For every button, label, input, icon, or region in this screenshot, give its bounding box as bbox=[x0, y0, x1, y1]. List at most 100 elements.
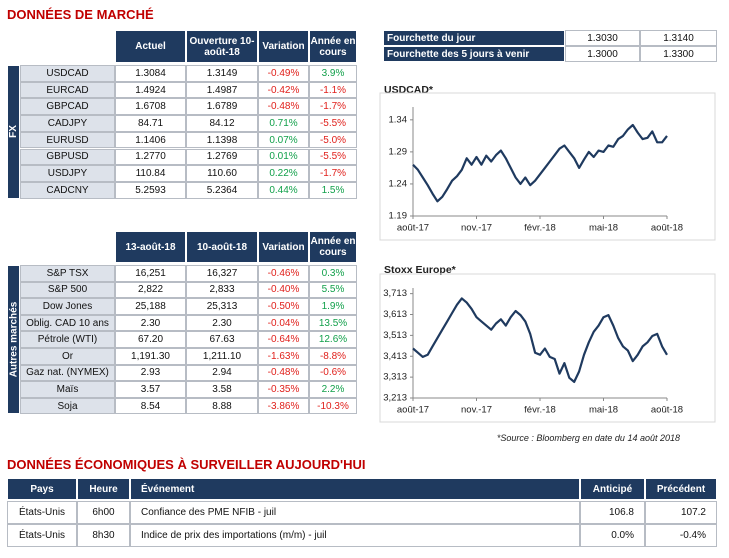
table-cell: 1.4987 bbox=[186, 81, 258, 99]
table-cell: 8h30 bbox=[77, 524, 130, 547]
column-header: Année en cours bbox=[309, 30, 357, 63]
table-cell: 0.44% bbox=[258, 181, 309, 199]
column-header: Variation bbox=[258, 231, 309, 263]
x-tick-label: août-17 bbox=[397, 223, 429, 234]
chart-frame bbox=[379, 92, 716, 241]
table-cell: -0.64% bbox=[258, 331, 309, 348]
column-header: 10-août-18 bbox=[186, 231, 258, 263]
x-tick-label: févr.-18 bbox=[524, 405, 556, 416]
table-cell: 1.6708 bbox=[115, 98, 186, 116]
table-cell: 1.9% bbox=[309, 298, 357, 315]
table-cell: -5.5% bbox=[309, 148, 357, 166]
x-tick-label: mai-18 bbox=[589, 405, 618, 416]
table-cell: 2,822 bbox=[115, 281, 186, 299]
table-cell: -5.0% bbox=[309, 131, 357, 149]
y-tick-label: 3,413 bbox=[383, 351, 407, 362]
x-tick-label: févr.-18 bbox=[524, 223, 556, 234]
column-header: Heure bbox=[77, 478, 130, 500]
table-cell: Indice de prix des importations (m/m) - … bbox=[130, 524, 580, 547]
table-cell: -0.35% bbox=[258, 381, 309, 398]
table-cell: États-Unis bbox=[7, 501, 77, 524]
table-cell: 1.3149 bbox=[186, 65, 258, 82]
x-tick-label: août-18 bbox=[651, 405, 683, 416]
table-cell: 8.54 bbox=[115, 397, 186, 415]
table-cell: 110.60 bbox=[186, 165, 258, 182]
table-cell: 1.3084 bbox=[115, 65, 186, 82]
table-cell: 0.3% bbox=[309, 265, 357, 282]
section-title: DONNÉES DE MARCHÉ bbox=[7, 7, 154, 22]
table-cell: 0.01% bbox=[258, 148, 309, 166]
table-cell: 3.9% bbox=[309, 65, 357, 82]
table-cell: -0.40% bbox=[258, 281, 309, 299]
row-label: Fourchette du jour bbox=[383, 30, 565, 46]
row-label: CADCNY bbox=[20, 181, 115, 199]
column-header: Année en cours bbox=[309, 231, 357, 263]
row-label: S&P TSX bbox=[20, 265, 115, 282]
row-label: EURCAD bbox=[20, 81, 115, 99]
y-tick-label: 1.34 bbox=[389, 114, 408, 125]
side-label: FX bbox=[7, 65, 20, 199]
side-label-text: Autres marchés bbox=[8, 301, 19, 378]
table-cell: 2.93 bbox=[115, 364, 186, 382]
y-tick-label: 3,613 bbox=[383, 309, 407, 320]
table-cell: -10.3% bbox=[309, 397, 357, 415]
table-cell: 1.3030 bbox=[565, 30, 640, 46]
table-cell: -3.86% bbox=[258, 397, 309, 415]
table-cell: 1.3300 bbox=[640, 46, 717, 62]
table-cell: 5.2364 bbox=[186, 181, 258, 199]
table-cell: 1,191.30 bbox=[115, 348, 186, 365]
table-cell: 1.1406 bbox=[115, 131, 186, 149]
table-cell: 1,211.10 bbox=[186, 348, 258, 365]
row-label: S&P 500 bbox=[20, 281, 115, 299]
column-header: Ouverture 10-août-18 bbox=[186, 30, 258, 63]
row-label: Gaz nat. (NYMEX) bbox=[20, 364, 115, 382]
table-cell: -0.49% bbox=[258, 65, 309, 82]
table-cell: -1.7% bbox=[309, 165, 357, 182]
table-cell: 2.30 bbox=[186, 314, 258, 332]
y-tick-label: 3,513 bbox=[383, 330, 407, 341]
table-cell: 25,188 bbox=[115, 298, 186, 315]
table-cell: -0.04% bbox=[258, 314, 309, 332]
row-label: EURUSD bbox=[20, 131, 115, 149]
table-cell: 16,327 bbox=[186, 265, 258, 282]
table-cell: 6h00 bbox=[77, 501, 130, 524]
table-cell: 2.2% bbox=[309, 381, 357, 398]
table-cell: 1.1398 bbox=[186, 131, 258, 149]
table-cell: 0.22% bbox=[258, 165, 309, 182]
table-cell: 2,833 bbox=[186, 281, 258, 299]
table-cell: 1.4924 bbox=[115, 81, 186, 99]
table-cell: 5.2593 bbox=[115, 181, 186, 199]
column-header: Pays bbox=[7, 478, 77, 500]
y-tick-label: 1.24 bbox=[389, 178, 408, 189]
table-cell: -8.8% bbox=[309, 348, 357, 365]
table-cell: -0.4% bbox=[645, 524, 717, 547]
chart-title: USDCAD* bbox=[384, 84, 434, 96]
row-label: Or bbox=[20, 348, 115, 365]
table-cell: 67.63 bbox=[186, 331, 258, 348]
table-cell: 1.3140 bbox=[640, 30, 717, 46]
table-cell: -0.42% bbox=[258, 81, 309, 99]
table-cell: 1.6789 bbox=[186, 98, 258, 116]
row-label: Maïs bbox=[20, 381, 115, 398]
table-cell: 84.71 bbox=[115, 115, 186, 132]
table-cell: 1.5% bbox=[309, 181, 357, 199]
table-cell: -0.50% bbox=[258, 298, 309, 315]
table-cell: Confiance des PME NFIB - juil bbox=[130, 501, 580, 524]
table-cell: 8.88 bbox=[186, 397, 258, 415]
column-header: Précédent bbox=[645, 478, 717, 500]
table-cell: -5.5% bbox=[309, 115, 357, 132]
table-cell: 3.58 bbox=[186, 381, 258, 398]
table-cell: 107.2 bbox=[645, 501, 717, 524]
x-tick-label: août-18 bbox=[651, 223, 683, 234]
table-cell: 0.0% bbox=[580, 524, 645, 547]
x-tick-label: nov.-17 bbox=[461, 223, 492, 234]
table-cell: 110.84 bbox=[115, 165, 186, 182]
table-cell: -1.1% bbox=[309, 81, 357, 99]
row-label: Soja bbox=[20, 397, 115, 415]
table-cell: 2.30 bbox=[115, 314, 186, 332]
table-cell: 0.07% bbox=[258, 131, 309, 149]
table-cell: 3.57 bbox=[115, 381, 186, 398]
table-cell: 12.6% bbox=[309, 331, 357, 348]
y-tick-label: 3,213 bbox=[383, 393, 407, 404]
